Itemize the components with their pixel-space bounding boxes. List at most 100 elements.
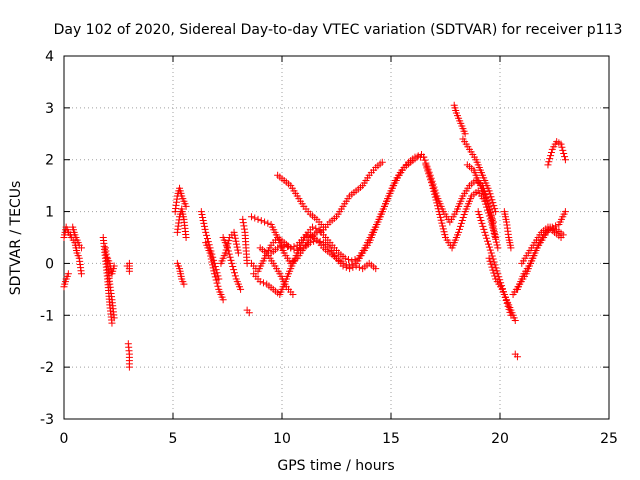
data-point: [199, 216, 207, 224]
data-point: [486, 246, 494, 254]
data-point: [212, 276, 220, 284]
data-point: [378, 158, 386, 166]
data-point: [287, 244, 295, 252]
data-point: [488, 196, 496, 204]
data-point: [245, 309, 253, 317]
data-point: [200, 222, 208, 230]
data-point: [110, 314, 118, 322]
data-point: [230, 266, 238, 274]
data-point: [213, 279, 221, 287]
data-point: [421, 156, 429, 164]
data-segment: [104, 254, 118, 278]
data-point: [488, 221, 496, 229]
data-point: [491, 272, 499, 280]
data-segment: [518, 223, 565, 267]
data-point: [293, 246, 301, 254]
data-point: [426, 173, 434, 181]
data-point: [455, 228, 463, 236]
data-point: [261, 218, 269, 226]
data-point: [544, 161, 552, 169]
data-point: [313, 236, 321, 244]
data-segment: [243, 306, 253, 317]
data-segment: [485, 254, 519, 324]
data-segment: [267, 236, 380, 273]
data-segment: [459, 135, 500, 216]
data-point: [227, 256, 235, 264]
data-point: [219, 296, 227, 304]
data-point: [547, 152, 555, 160]
data-point: [257, 217, 265, 225]
data-point: [198, 211, 206, 219]
data-point: [349, 263, 357, 271]
data-point: [438, 219, 446, 227]
data-point: [428, 182, 436, 190]
data-point: [110, 262, 118, 270]
data-point: [280, 241, 288, 249]
data-point: [427, 176, 435, 184]
data-point: [489, 199, 497, 207]
data-point: [484, 200, 492, 208]
data-point: [214, 282, 222, 290]
x-tick-label: 25: [600, 431, 618, 447]
data-point: [487, 209, 495, 217]
data-point: [513, 353, 521, 361]
data-point: [351, 256, 359, 264]
data-point: [480, 225, 488, 233]
data-point: [559, 146, 567, 154]
data-point: [489, 266, 497, 274]
y-tick-label: -3: [40, 412, 54, 428]
data-point: [239, 219, 247, 227]
data-point: [316, 227, 324, 235]
data-segment: [60, 270, 72, 291]
data-point: [437, 216, 445, 224]
data-point: [306, 239, 314, 247]
data-point: [479, 222, 487, 230]
data-point: [208, 258, 216, 266]
data-point: [491, 232, 499, 240]
data-point: [476, 213, 484, 221]
data-segment: [463, 161, 497, 226]
data-point: [561, 153, 569, 161]
data-point: [210, 270, 218, 278]
data-point: [125, 363, 133, 371]
data-point: [230, 228, 238, 236]
data-point: [239, 215, 247, 223]
data-point: [545, 158, 553, 166]
data-point: [456, 225, 464, 233]
data-point: [259, 279, 267, 287]
data-point: [207, 252, 215, 260]
data-point: [435, 208, 443, 216]
data-point: [352, 262, 360, 270]
data-point: [561, 208, 569, 216]
data-point: [557, 234, 565, 241]
data-point: [485, 243, 493, 251]
data-point: [434, 202, 442, 210]
data-segment: [544, 138, 569, 169]
data-point: [489, 215, 497, 223]
y-axis-label: SDTVAR / TECUs: [8, 181, 24, 296]
data-point: [560, 149, 568, 157]
x-tick-label: 0: [60, 431, 69, 447]
data-point: [240, 225, 248, 233]
data-point: [483, 234, 491, 242]
data-point: [231, 231, 239, 239]
data-point: [108, 319, 116, 327]
data-point: [224, 247, 232, 255]
data-point: [230, 269, 238, 277]
x-tick-label: 15: [382, 431, 400, 447]
data-point: [487, 249, 495, 257]
data-point: [64, 270, 72, 278]
x-tick-label: 20: [491, 431, 509, 447]
data-point: [256, 278, 264, 286]
data-point: [486, 190, 494, 198]
data-point: [458, 216, 466, 224]
data-point: [507, 244, 515, 252]
data-segment: [219, 234, 245, 293]
data-point: [254, 215, 262, 223]
data-point: [485, 254, 493, 262]
data-point: [456, 222, 464, 230]
y-tick-label: 0: [45, 256, 54, 272]
data-point: [489, 218, 497, 226]
data-point: [209, 264, 217, 272]
